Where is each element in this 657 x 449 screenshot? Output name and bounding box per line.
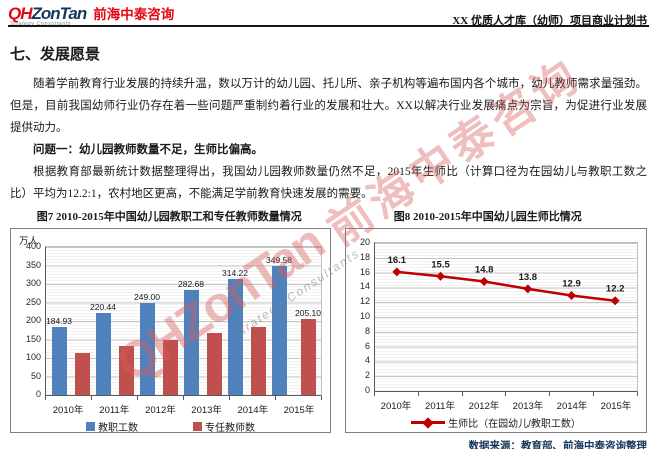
svg-text:12.9: 12.9 — [562, 279, 581, 290]
company-logo: QHZonTan Strategy Consultants 前海中泰咨询 — [8, 4, 175, 27]
y-axis-unit-label: 万人 — [19, 236, 39, 247]
fig7-bar-chart: 万人 0 50 100 150 200 250 300 350 400 184.93 220.44… — [10, 228, 331, 434]
bar-plot-area: 184.93 220.44 249.00 282.68 314.22 349.58 205.… — [45, 246, 322, 396]
section-heading: 七、发展愿景 — [10, 47, 101, 63]
paragraph-analysis: 根据教育部最新统计数据整理得出，我国幼儿园教师数量仍然不足，2015年生师比（计… — [10, 166, 647, 200]
fig8-line-chart: 0 2 4 6 8 10 12 14 16 18 20 16.1 15.5 14.8 13.8 12.9 12… — [345, 228, 647, 433]
logo-qh-text: QH — [8, 4, 32, 23]
svg-text:14.8: 14.8 — [475, 264, 494, 275]
bar-chart-body: 0 50 100 150 200 250 300 350 400 184.93 220.44 249… — [19, 241, 322, 399]
page-content: 七、发展愿景 随着学前教育行业发展的持续升温，数以万计的幼儿园、托儿所、亲子机构… — [10, 27, 647, 449]
svg-text:16.1: 16.1 — [388, 255, 407, 266]
figure8-caption: 图8 2010-2015年中国幼儿园生师比情况 — [393, 211, 582, 223]
header-divider — [8, 25, 649, 27]
figure-captions-row: 图7 2010-2015年中国幼儿园教职工和专任教师数量情况 图8 2010-2… — [10, 208, 647, 224]
document-title: XX 优质人才库（幼师）项目商业计划书 — [452, 15, 647, 27]
bar-chart-legend: 教职工数 专任教师数 — [19, 415, 322, 434]
logo-chinese-name: 前海中泰咨询 — [93, 7, 175, 22]
bar-x-axis-tickmarks — [45, 396, 322, 400]
charts-row: 万人 0 50 100 150 200 250 300 350 400 184.93 220.44… — [10, 228, 647, 434]
data-source-note: 数据来源：教育部、前海中泰咨询整理 — [468, 441, 648, 449]
svg-text:12.2: 12.2 — [606, 284, 625, 295]
line-chart-legend: 生师比（在园幼儿/教职工数） — [354, 411, 638, 430]
bar-x-axis-labels: 2010年 2011年 2012年 2013年 2014年 2015年 — [52, 405, 315, 416]
bar-y-axis-ticks: 0 50 100 150 200 250 300 350 400 — [25, 241, 41, 399]
line-y-axis-ticks: 0 2 4 6 8 10 12 14 16 18 20 — [359, 237, 370, 395]
line-x-axis-tickmarks — [374, 392, 638, 396]
line-plot-area: 16.1 15.5 14.8 13.8 12.9 12.2 — [374, 242, 638, 392]
line-chart-body: 0 2 4 6 8 10 12 14 16 18 20 16.1 15.5 14.8 13.8 12.9 12… — [354, 233, 638, 395]
svg-text:15.5: 15.5 — [431, 259, 450, 270]
logo-zontan-text: ZonTan — [31, 4, 88, 23]
logo-wordmark: QHZonTan Strategy Consultants — [8, 4, 88, 27]
page-header: QHZonTan Strategy Consultants 前海中泰咨询 XX … — [0, 0, 657, 27]
paragraph-problem-heading: 问题一：幼儿园教师数量不足，生师比偏高。 — [33, 144, 263, 156]
line-x-axis-labels: 2010年 2011年 2012年 2013年 2014年 2015年 — [380, 401, 632, 412]
paragraph-intro: 随着学前教育行业发展的持续升温，数以万计的幼儿园、托儿所、亲子机构等遍布国内各个… — [10, 78, 647, 134]
figure7-caption: 图7 2010-2015年中国幼儿园教职工和专任教师数量情况 — [36, 211, 302, 223]
logo-subtitle: Strategy Consultants — [10, 21, 72, 27]
svg-text:13.8: 13.8 — [519, 272, 538, 283]
